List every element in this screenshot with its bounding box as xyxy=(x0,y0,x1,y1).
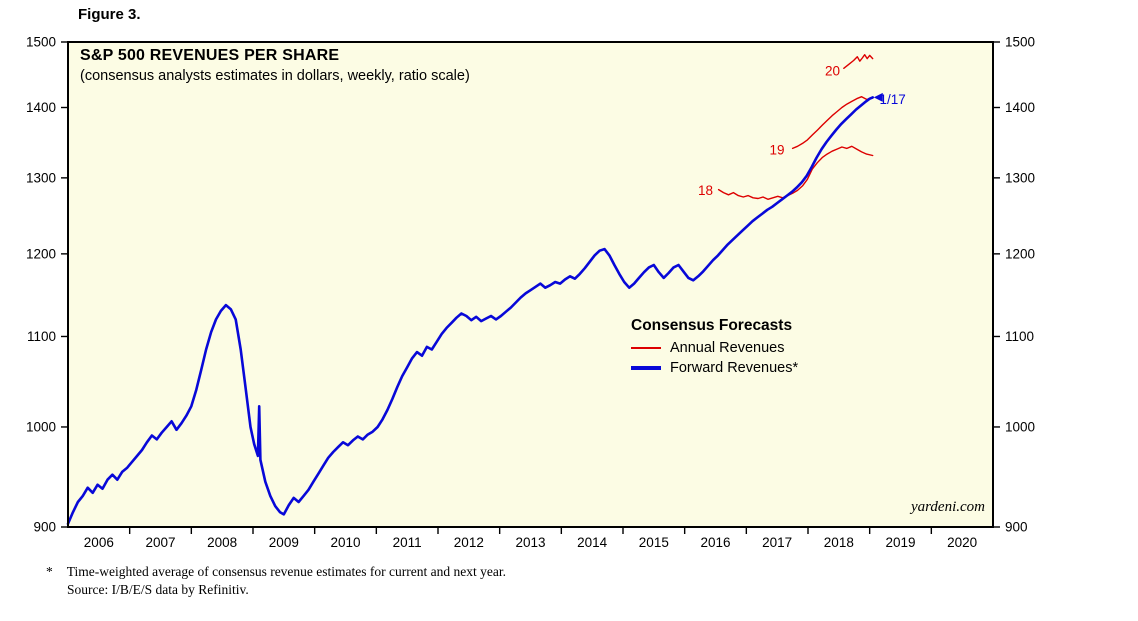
x-tick-label: 2011 xyxy=(393,535,422,550)
series-annual_2018 xyxy=(717,145,874,201)
y-tick-label-left: 1400 xyxy=(26,100,56,115)
series-annual_2020 xyxy=(843,54,874,70)
legend-label-annual: Annual Revenues xyxy=(670,340,785,356)
y-tick-label-right: 900 xyxy=(1005,520,1028,535)
y-tick-label-left: 1500 xyxy=(26,35,56,50)
watermark: yardeni.com xyxy=(910,499,985,515)
y-tick-label-left: 1000 xyxy=(26,419,56,434)
y-tick-label-left: 1200 xyxy=(26,246,56,261)
x-tick-label: 2013 xyxy=(515,535,545,550)
annotation-20: 20 xyxy=(825,63,840,78)
forward-revenues-line-swatch xyxy=(631,366,661,370)
y-tick-label-right: 1200 xyxy=(1005,246,1035,261)
x-tick-label: 2014 xyxy=(577,535,608,550)
x-tick-label: 2008 xyxy=(207,535,237,550)
x-tick-label: 2009 xyxy=(269,535,299,550)
x-tick-label: 2010 xyxy=(330,535,360,550)
legend: Consensus Forecasts Annual Revenues Forw… xyxy=(631,317,798,380)
x-tick-label: 2006 xyxy=(84,535,114,550)
x-tick-label: 2015 xyxy=(639,535,669,550)
x-tick-label: 2018 xyxy=(824,535,854,550)
x-tick-label: 2017 xyxy=(762,535,792,550)
y-tick-label-right: 1500 xyxy=(1005,35,1035,50)
x-tick-label: 2019 xyxy=(885,535,915,550)
annotation-1/17: 1/17 xyxy=(880,92,906,107)
plot-area xyxy=(68,42,993,527)
plot-border xyxy=(67,41,994,528)
x-tick-label: 2020 xyxy=(947,535,977,550)
legend-entry-annual: Annual Revenues xyxy=(631,340,798,356)
annotation-18: 18 xyxy=(698,183,713,198)
chart-title: S&P 500 REVENUES PER SHARE xyxy=(80,47,340,64)
legend-entry-forward: Forward Revenues* xyxy=(631,360,798,376)
series-forward xyxy=(66,96,875,526)
legend-title: Consensus Forecasts xyxy=(631,317,793,334)
x-tick-label: 2016 xyxy=(700,535,730,550)
y-tick-label-right: 1300 xyxy=(1005,170,1035,185)
figure-label: Figure 3. xyxy=(78,6,141,23)
latest-point-arrow-icon xyxy=(873,92,883,102)
series-annual_2019 xyxy=(791,95,874,150)
y-tick-label-right: 1400 xyxy=(1005,100,1035,115)
footnote-line: * Time-weighted average of consensus rev… xyxy=(46,563,506,581)
y-tick-label-left: 1100 xyxy=(27,329,56,344)
y-tick-label-right: 1100 xyxy=(1005,329,1034,344)
annual-revenues-line-swatch xyxy=(631,347,661,349)
y-tick-label-left: 1300 xyxy=(26,170,56,185)
footnote-text: Time-weighted average of consensus reven… xyxy=(66,564,506,579)
y-tick-label-right: 1000 xyxy=(1005,419,1035,434)
y-tick-label-left: 900 xyxy=(33,520,56,535)
chart-subtitle: (consensus analysts estimates in dollars… xyxy=(80,68,470,84)
footnotes: * Time-weighted average of consensus rev… xyxy=(46,563,506,598)
annotation-19: 19 xyxy=(770,142,785,157)
footnote-source: Source: I/B/E/S data by Refinitiv. xyxy=(67,581,249,597)
x-tick-label: 2007 xyxy=(145,535,175,550)
x-tick-label: 2012 xyxy=(454,535,484,550)
footnote-asterisk: * xyxy=(46,564,53,579)
legend-label-forward: Forward Revenues* xyxy=(670,360,799,376)
